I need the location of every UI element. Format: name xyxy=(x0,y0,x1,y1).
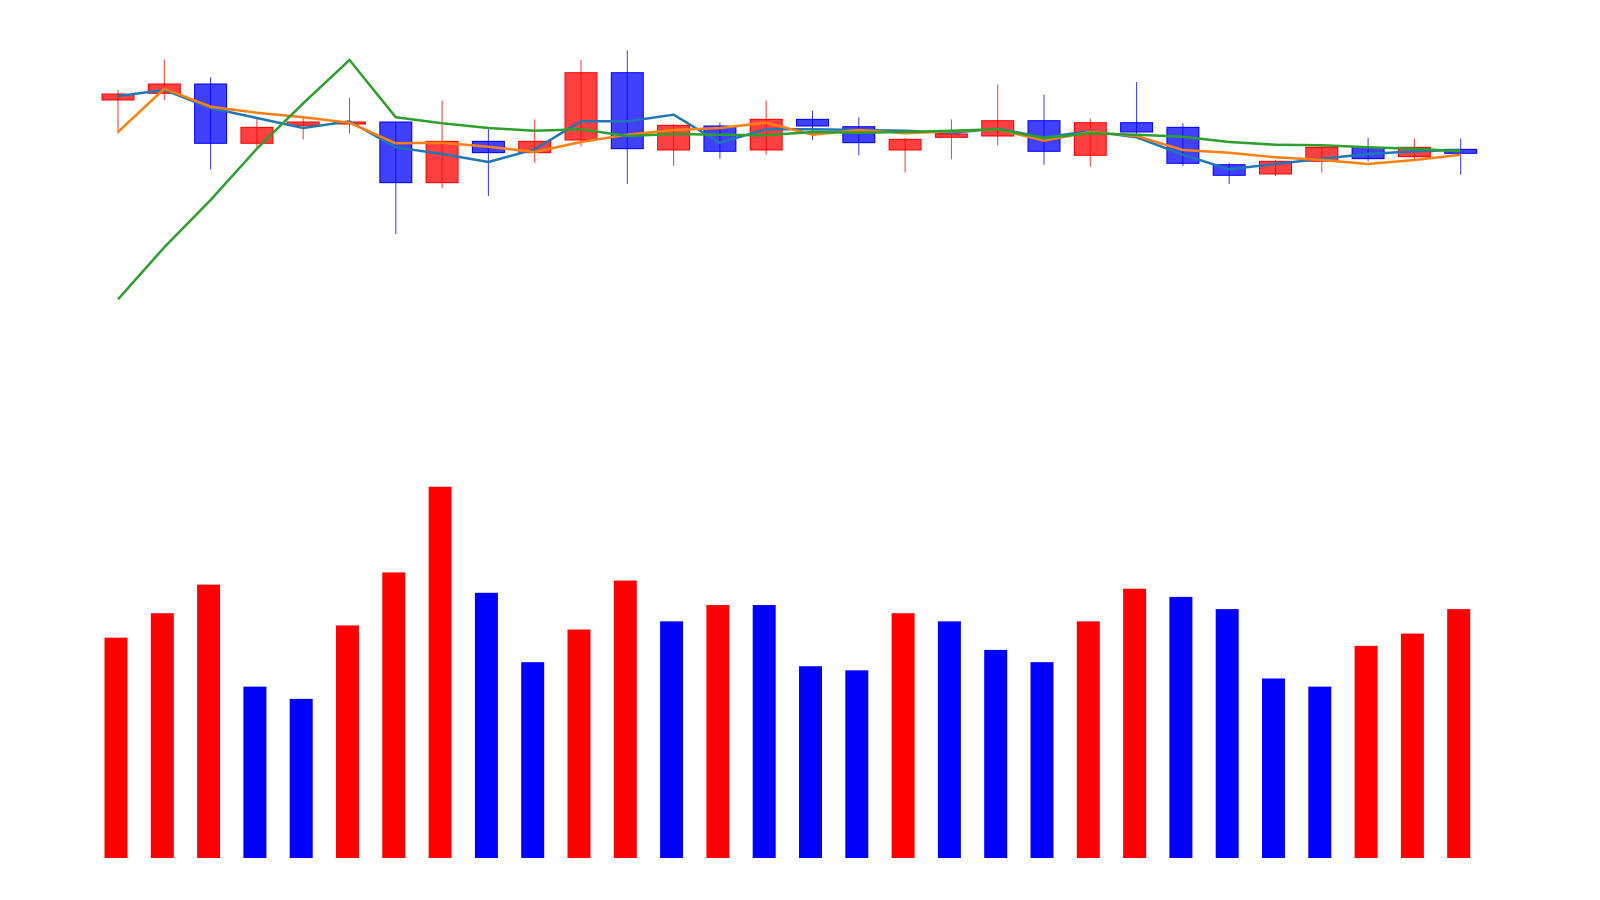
volume-bar-down xyxy=(1215,609,1239,858)
volume-bar-down xyxy=(289,698,313,858)
volume-bar-up xyxy=(1076,621,1100,858)
moving-average-line-2 xyxy=(117,87,1461,166)
volume-bar-down xyxy=(521,662,545,858)
volume-bar-up xyxy=(891,613,915,858)
volume-bar-up xyxy=(1447,609,1471,858)
moving-average-line-3 xyxy=(117,58,1461,301)
candle-up xyxy=(934,133,968,138)
candle-up xyxy=(1073,122,1107,156)
volume-bar-down xyxy=(243,686,267,858)
volume-bar-down xyxy=(937,621,961,858)
volume-bar-down xyxy=(1308,686,1332,858)
volume-bar-down xyxy=(660,621,684,858)
candle-down xyxy=(379,121,413,184)
volume-bar-up xyxy=(428,486,452,858)
volume-bar-down xyxy=(1262,678,1285,858)
volume-bar-down xyxy=(752,605,776,858)
volume-bar-down xyxy=(984,649,1008,858)
candle-up xyxy=(425,140,459,184)
volume-panel xyxy=(104,486,1471,858)
volume-bar-down xyxy=(474,592,498,858)
volume-bar-up xyxy=(197,584,221,858)
price-panel xyxy=(101,50,1478,301)
volume-bar-up xyxy=(567,629,591,858)
volume-bar-down xyxy=(1030,662,1054,858)
volume-bar-up xyxy=(1354,645,1378,858)
candle-down xyxy=(194,83,228,144)
volume-bar-up xyxy=(613,580,637,858)
candle-down xyxy=(796,118,829,127)
volume-bar-up xyxy=(150,613,174,858)
volume-bar-up xyxy=(1123,588,1147,858)
volume-bar-down xyxy=(845,670,869,858)
volume-bar-up xyxy=(336,625,359,858)
volume-bar-down xyxy=(1169,596,1193,858)
candle-down xyxy=(1120,122,1154,133)
volume-bar-up xyxy=(104,637,128,858)
candle-up xyxy=(240,126,274,144)
candle-up xyxy=(101,93,135,101)
volume-bar-up xyxy=(382,572,406,858)
candle-up xyxy=(888,138,922,151)
volume-bar-down xyxy=(799,666,822,858)
volume-bar-up xyxy=(1400,633,1424,858)
volume-bar-up xyxy=(706,605,730,858)
